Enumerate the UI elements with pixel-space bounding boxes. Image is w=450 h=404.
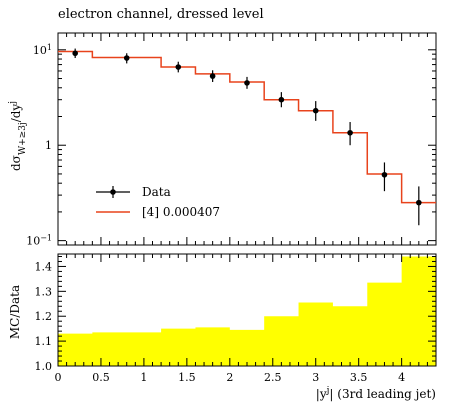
data-point <box>175 61 182 73</box>
data-point <box>416 186 422 226</box>
legend-mc-label: [4] 0.000407 <box>142 205 220 219</box>
data-point <box>244 76 250 89</box>
data-marker <box>347 129 353 136</box>
data-point <box>381 162 388 192</box>
x-tick-label: 2 <box>226 371 233 384</box>
chart-title: electron channel, dressed level <box>58 7 264 22</box>
svg-text:|yj| (3rd leading jet): |yj| (3rd leading jet) <box>316 386 436 401</box>
legend-data-marker <box>110 189 116 195</box>
data-marker <box>72 50 78 57</box>
legend: Data [4] 0.000407 <box>96 185 220 219</box>
data-marker <box>123 55 130 61</box>
x-tick-label: 0 <box>55 371 62 384</box>
ratio-band <box>58 256 436 366</box>
data-marker <box>278 96 285 103</box>
main-frame <box>57 32 437 246</box>
main-y-tick-label: 101 <box>33 42 52 57</box>
main-y-axis-label: dσW+≥3j/dyj <box>8 101 28 171</box>
ratio-y-axis-label: MC/Data <box>8 285 22 339</box>
ratio-y-tick-label: 1.0 <box>35 360 53 373</box>
data-point <box>72 48 78 59</box>
data-point <box>312 101 319 121</box>
mc-histogram-line <box>58 50 436 204</box>
ratio-y-tick-label: 1.4 <box>35 260 53 273</box>
x-tick-label: 3 <box>312 371 319 384</box>
x-tick-label: 1 <box>140 371 147 384</box>
main-y-tick-label: 10−1 <box>26 233 52 248</box>
ratio-y-tick-label: 1.3 <box>35 285 53 298</box>
main-panel: 101 1 10−1 Data [4] 0.000407 <box>26 32 437 248</box>
x-tick-label: 4 <box>398 371 405 384</box>
x-tick-label: 1.5 <box>178 371 196 384</box>
x-tick-label: 0.5 <box>92 371 110 384</box>
svg-text:dσW+≥3j/dyj: dσW+≥3j/dyj <box>8 101 28 171</box>
legend-data-label: Data <box>142 185 171 199</box>
x-axis-label: |yj| (3rd leading jet) <box>316 386 436 401</box>
ratio-y-tick-label: 1.1 <box>35 335 53 348</box>
ratio-y-tick-label: 1.2 <box>35 310 53 323</box>
x-tick-label: 2.5 <box>264 371 282 384</box>
data-marker <box>416 199 422 206</box>
data-marker <box>244 80 250 86</box>
main-y-tick-label: 1 <box>45 139 52 152</box>
x-tick-label: 3.5 <box>350 371 368 384</box>
data-marker <box>381 171 388 178</box>
data-marker <box>175 64 182 70</box>
data-point <box>123 53 130 64</box>
data-point <box>347 122 353 146</box>
data-marker <box>312 107 319 114</box>
ratio-panel: 1.0 1.1 1.2 1.3 1.4 0 0.5 1 1.5 2 2.5 3 3.5 4 <box>35 253 437 384</box>
data-marker <box>209 73 216 79</box>
data-point <box>209 70 216 82</box>
data-point <box>278 92 285 108</box>
